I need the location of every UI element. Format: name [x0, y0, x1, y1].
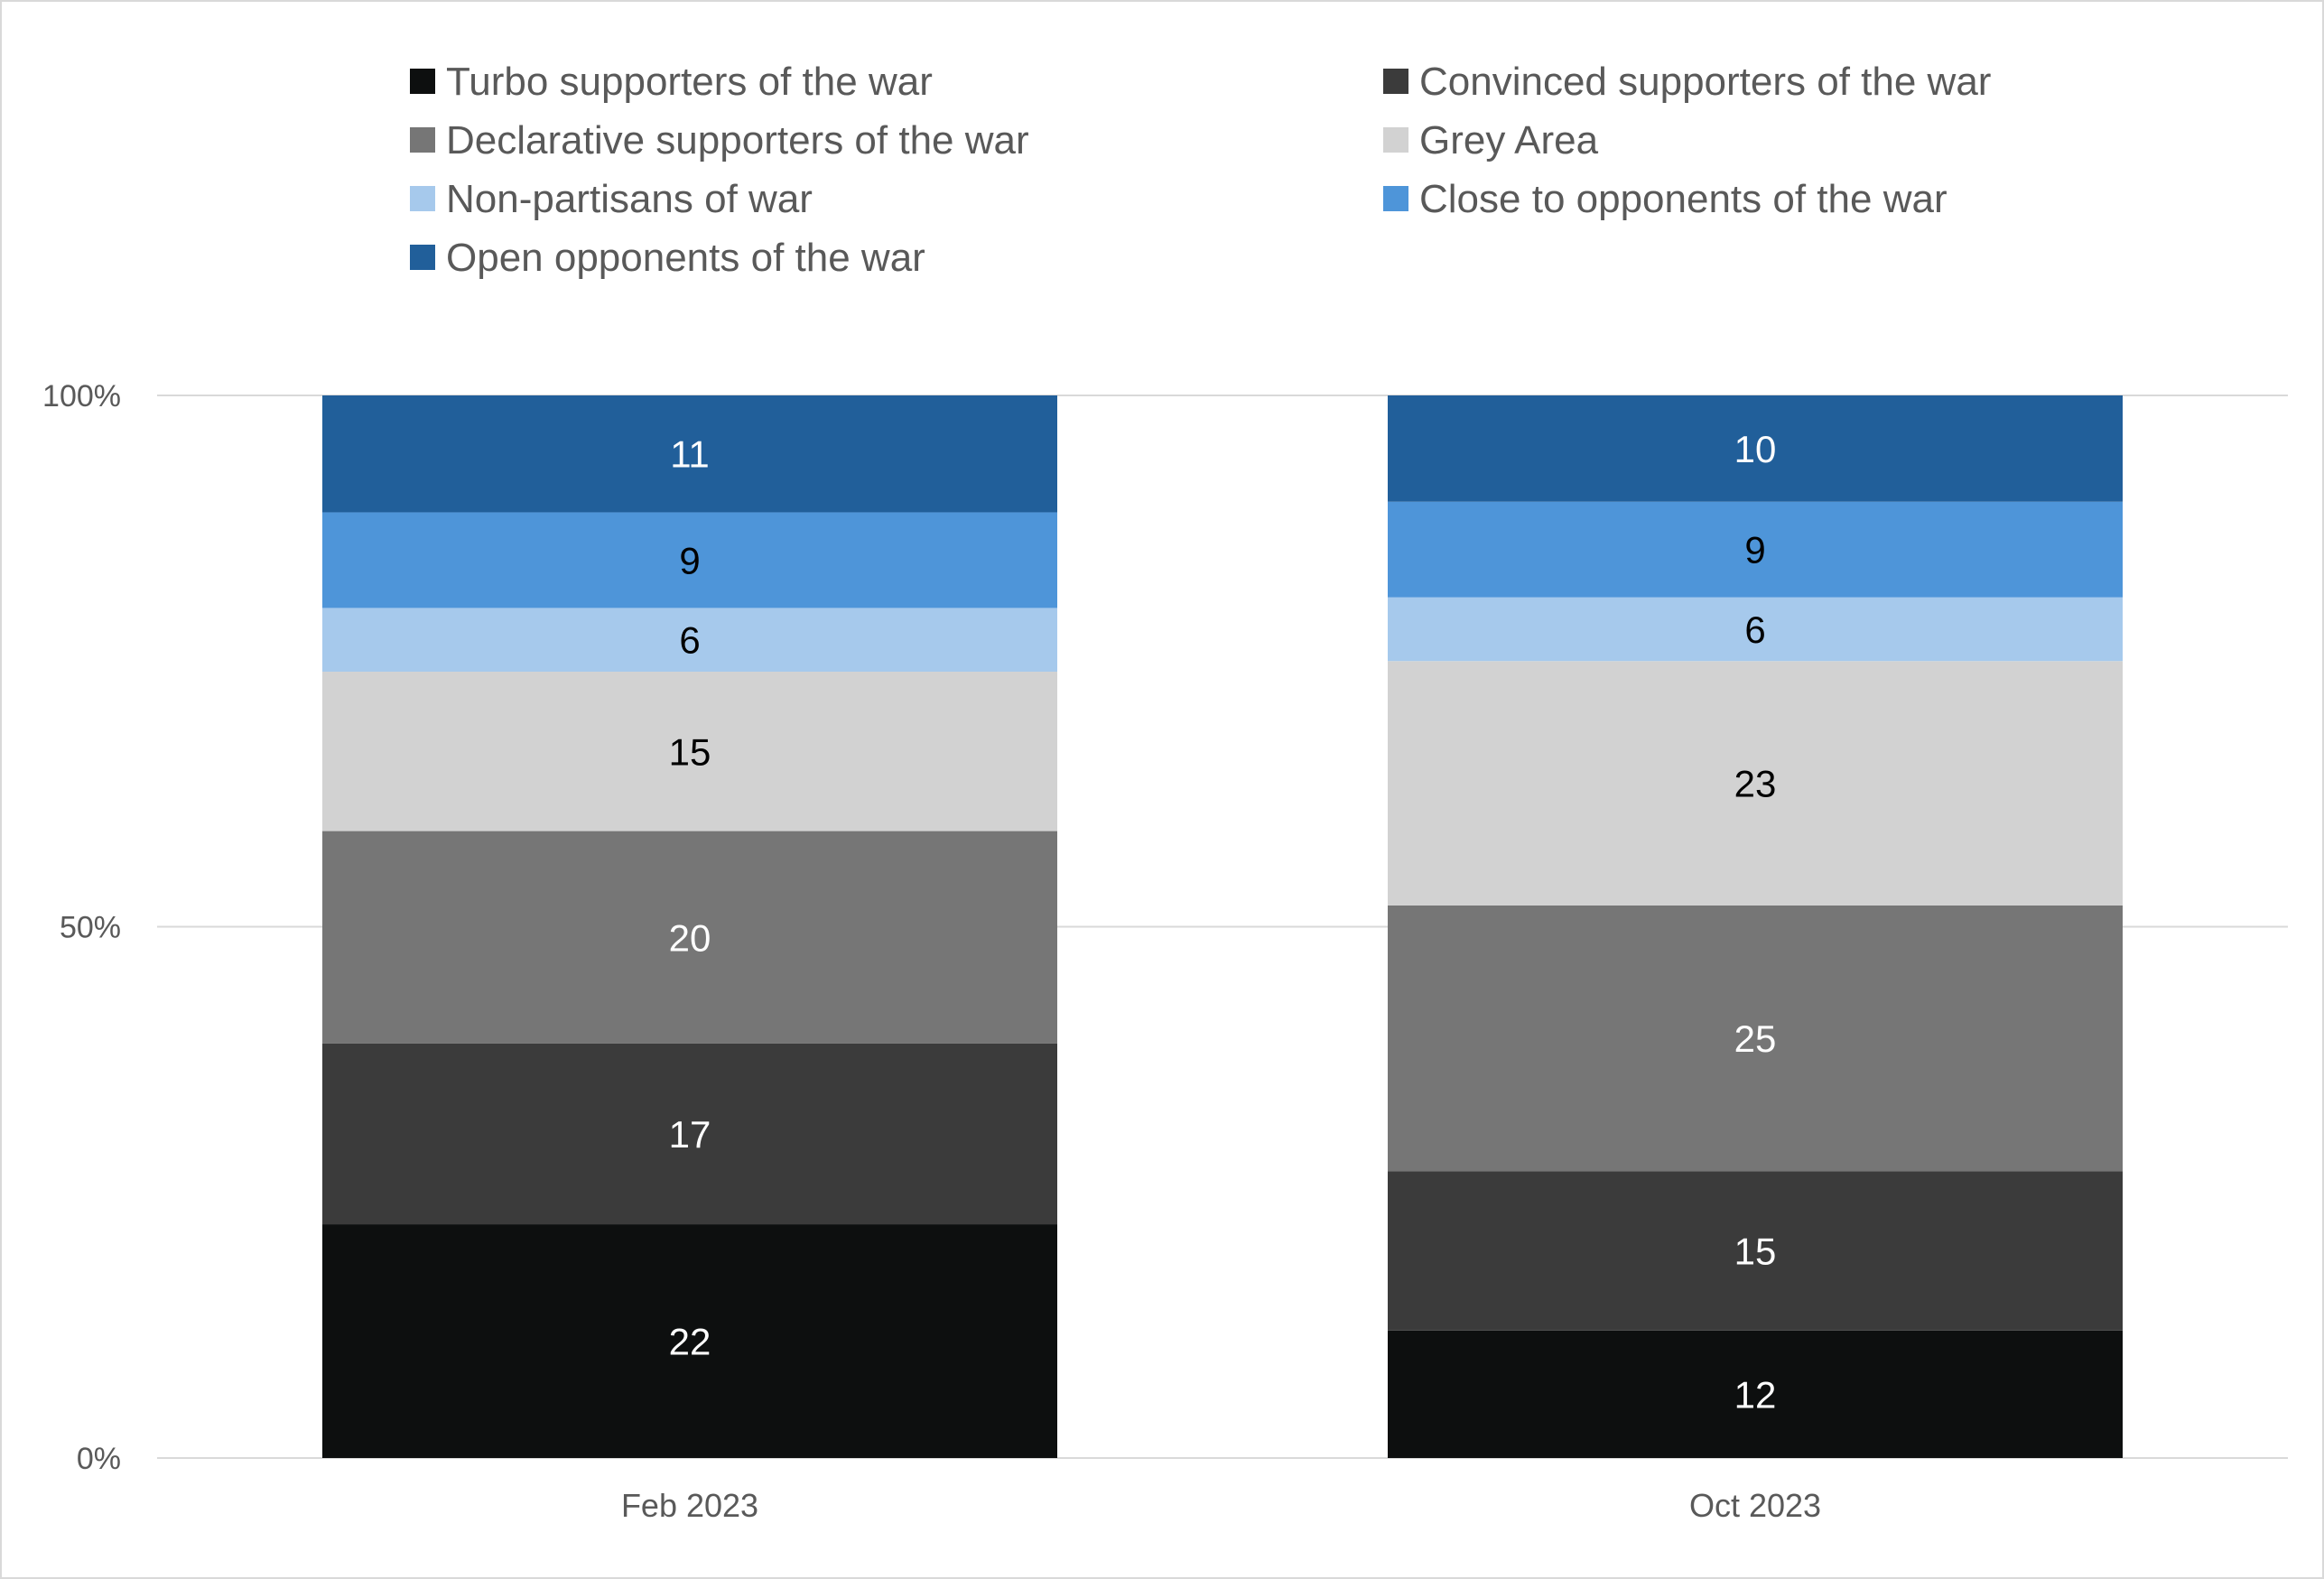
- data-label: 23: [1734, 763, 1777, 805]
- data-label: 17: [669, 1113, 711, 1156]
- legend-item: Convinced supporters of the war: [1383, 60, 1991, 104]
- bar-segment: [322, 512, 1057, 608]
- data-label: 15: [669, 730, 711, 773]
- legend-item: Turbo supporters of the war: [410, 60, 933, 104]
- legend-label: Non-partisans of war: [446, 177, 813, 221]
- legend-item: Non-partisans of war: [410, 177, 813, 221]
- data-label: 9: [1744, 529, 1765, 571]
- bar-segment: [1388, 905, 2123, 1172]
- data-label: 25: [1734, 1017, 1777, 1060]
- legend-label: Declarative supporters of the war: [446, 118, 1029, 163]
- bar-segment: [1388, 597, 2123, 662]
- data-label: 11: [670, 433, 710, 476]
- bar-segment: [1388, 1330, 2123, 1458]
- legend: Turbo supporters of the war Convinced sup…: [410, 60, 1991, 280]
- y-tick-label: 0%: [77, 1442, 121, 1476]
- data-label: 20: [669, 916, 711, 959]
- data-label: 12: [1734, 1373, 1777, 1416]
- bar-segment: [1388, 661, 2123, 906]
- bar-segment: [322, 1043, 1057, 1225]
- bar-segment: [1388, 395, 2123, 502]
- legend-item: Declarative supporters of the war: [410, 118, 1029, 163]
- bar-segment: [322, 395, 1057, 513]
- legend-swatch: [1383, 127, 1408, 153]
- data-label: 10: [1734, 428, 1777, 470]
- bar-segment: [322, 672, 1057, 831]
- legend-swatch: [1383, 69, 1408, 94]
- legend-swatch: [410, 69, 435, 94]
- x-category-label: Oct 2023: [1689, 1487, 1821, 1524]
- legend-label: Open opponents of the war: [446, 236, 925, 280]
- x-category-label: Feb 2023: [621, 1487, 758, 1524]
- data-label: 9: [679, 539, 700, 581]
- legend-item: Grey Area: [1383, 118, 1599, 163]
- data-label: 6: [1744, 608, 1765, 651]
- bar-segment: [1388, 501, 2123, 598]
- legend-label: Close to opponents of the war: [1419, 177, 1948, 221]
- legend-swatch: [410, 127, 435, 153]
- bar-segment: [322, 608, 1057, 673]
- legend-swatch: [410, 245, 435, 270]
- legend-item: Close to opponents of the war: [1383, 177, 1948, 221]
- data-label: 22: [669, 1321, 711, 1363]
- legend-item: Open opponents of the war: [410, 236, 925, 280]
- bar-segment: [1388, 1171, 2123, 1331]
- axis: 0% 50% 100% Feb 2023 Oct 2023: [42, 379, 1821, 1524]
- legend-swatch: [410, 186, 435, 211]
- bar-segment: [322, 1224, 1057, 1458]
- bar-segment: [322, 831, 1057, 1044]
- legend-label: Convinced supporters of the war: [1419, 60, 1991, 104]
- legend-swatch: [1383, 186, 1408, 211]
- legend-label: Turbo supporters of the war: [446, 60, 933, 104]
- y-tick-label: 100%: [42, 379, 121, 413]
- legend-label: Grey Area: [1419, 118, 1599, 163]
- y-tick-label: 50%: [60, 911, 121, 945]
- data-label: 15: [1734, 1230, 1777, 1272]
- bars: 22 17 20 15 6 9 11 12 15 25 23 6 9 10: [322, 395, 2123, 1458]
- data-label: 6: [679, 619, 700, 662]
